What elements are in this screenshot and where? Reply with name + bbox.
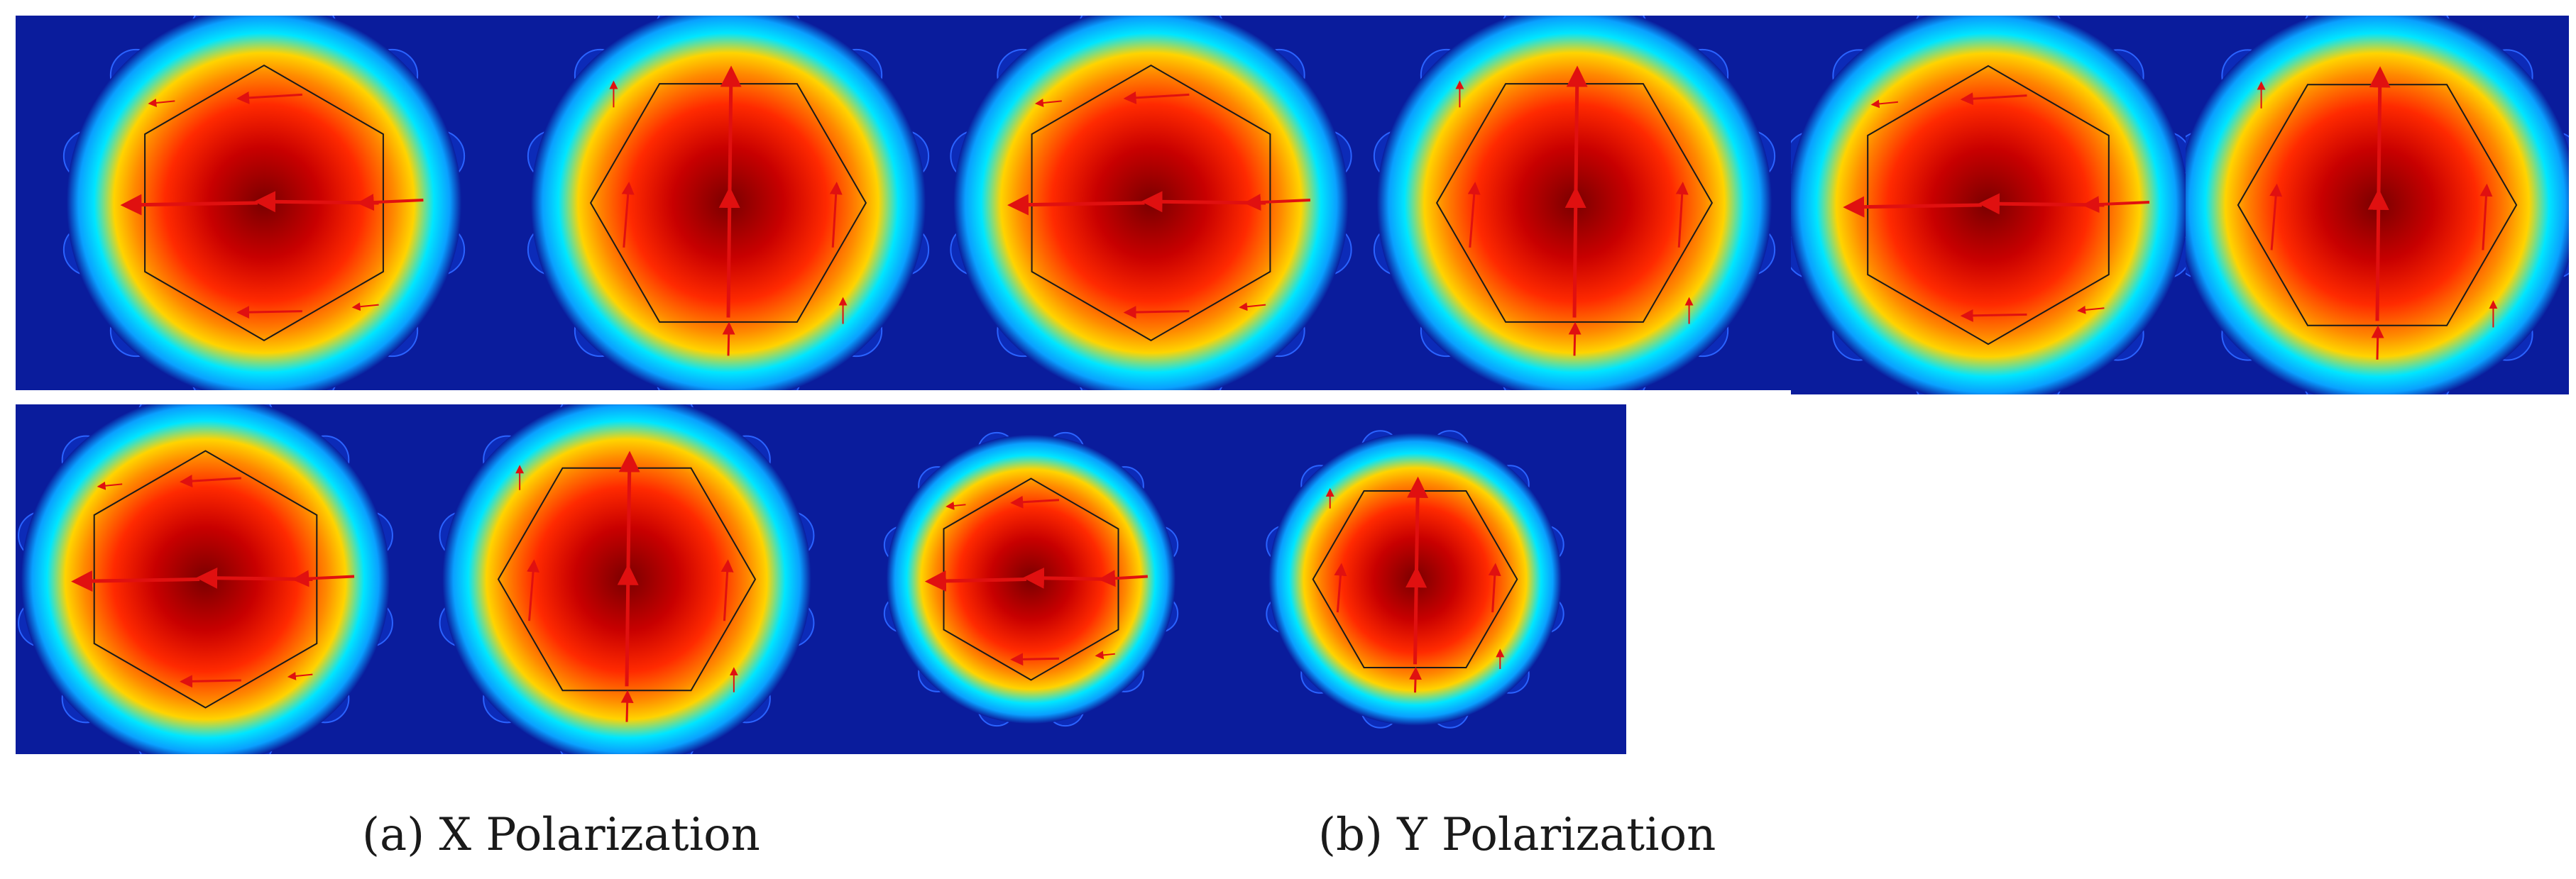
polarization-arrow-top (179, 475, 241, 488)
polarization-arrow-left (1467, 182, 1481, 248)
caption-y-polarization: (b) Y Polarization (1318, 809, 1716, 861)
polarization-arrow-small (2077, 305, 2105, 314)
mode-panel-3 (944, 16, 1358, 390)
polarization-arrow-right (2479, 183, 2493, 250)
polarization-arrow-right (1244, 194, 1310, 211)
core-hexagon (589, 83, 867, 323)
mode-panel-5 (1791, 16, 2186, 394)
polarization-arrow-main (617, 563, 639, 687)
polarization-arrow-small (1034, 99, 1062, 107)
core-hexagon (1867, 65, 2110, 345)
polarization-arrow-left (924, 570, 1026, 592)
core-hexagon (1312, 490, 1518, 668)
polarization-arrow-small (148, 99, 175, 107)
polarization-arrow-bottom (236, 306, 302, 319)
polarization-arrow-main (718, 187, 740, 318)
core-hexagon (1435, 83, 1714, 323)
polarization-arrow-top (1960, 92, 2027, 106)
polarization-arrow-right (1488, 563, 1501, 613)
polarization-arrow-small (1239, 302, 1266, 311)
core-hexagon (497, 467, 757, 692)
polarization-arrow-up (1566, 65, 1588, 191)
core-hexagon (2237, 84, 2518, 326)
polarization-arrow-right (720, 559, 734, 621)
mode-panel-4 (1358, 16, 1791, 390)
polarization-arrow-small (1095, 651, 1115, 660)
polarization-arrow-right (1098, 570, 1148, 587)
polarization-arrow-small (287, 671, 313, 680)
core-hexagon (943, 477, 1119, 681)
polarization-arrow-small (1870, 99, 1899, 109)
mode-panel-6 (2186, 16, 2569, 394)
polarization-arrow-left (621, 182, 635, 248)
polarization-arrow-bottom (179, 675, 241, 688)
polarization-arrow-up (720, 65, 742, 191)
caption-x-polarization: (a) X Polarization (362, 809, 760, 861)
polarization-arrow-left (1334, 563, 1347, 613)
mode-panel-1 (16, 16, 513, 390)
polarization-arrow-left (527, 559, 540, 621)
core-hexagon (93, 450, 318, 709)
mode-panel-7 (16, 404, 395, 754)
polarization-arrow-left (1843, 196, 1982, 218)
polarization-arrow-top (1010, 495, 1060, 509)
polarization-arrow-small (946, 501, 966, 510)
polarization-arrow-right (292, 570, 355, 587)
polarization-arrow-main (2367, 188, 2389, 321)
polarization-arrow-top (236, 91, 302, 104)
mode-panel-8 (395, 404, 858, 754)
polarization-arrow-left (71, 570, 200, 592)
mode-panel-2 (513, 16, 944, 390)
polarization-arrow-up (2369, 66, 2391, 192)
polarization-arrow-top (1123, 91, 1190, 104)
core-hexagon (144, 64, 384, 342)
polarization-arrow-left (1007, 194, 1145, 216)
polarization-arrow-bottom (1568, 321, 1582, 356)
polarization-arrow-small (351, 302, 379, 311)
polarization-arrow-main (1405, 566, 1427, 665)
polarization-arrow-bottom (1960, 309, 2027, 322)
polarization-arrow-bottom (1010, 653, 1059, 666)
polarization-arrow-right (829, 182, 843, 248)
polarization-arrow-bottom (1409, 666, 1423, 693)
polarization-arrow-main (1564, 187, 1586, 318)
mode-panel-9 (858, 404, 1204, 754)
polarization-arrow-right (2082, 196, 2150, 214)
polarization-arrow-left (120, 194, 258, 216)
polarization-arrow-up (1407, 476, 1429, 570)
polarization-arrow-right (1675, 182, 1689, 248)
polarization-arrow-bottom (2371, 325, 2384, 360)
core-hexagon (1031, 64, 1271, 342)
polarization-arrow-right (356, 194, 424, 211)
mode-panel-10 (1204, 404, 1626, 754)
polarization-arrow-bottom (1123, 306, 1190, 319)
polarization-arrow-left (2269, 183, 2283, 250)
polarization-arrow-up (618, 450, 640, 568)
polarization-arrow-small (97, 481, 123, 490)
polarization-arrow-bottom (722, 321, 735, 356)
